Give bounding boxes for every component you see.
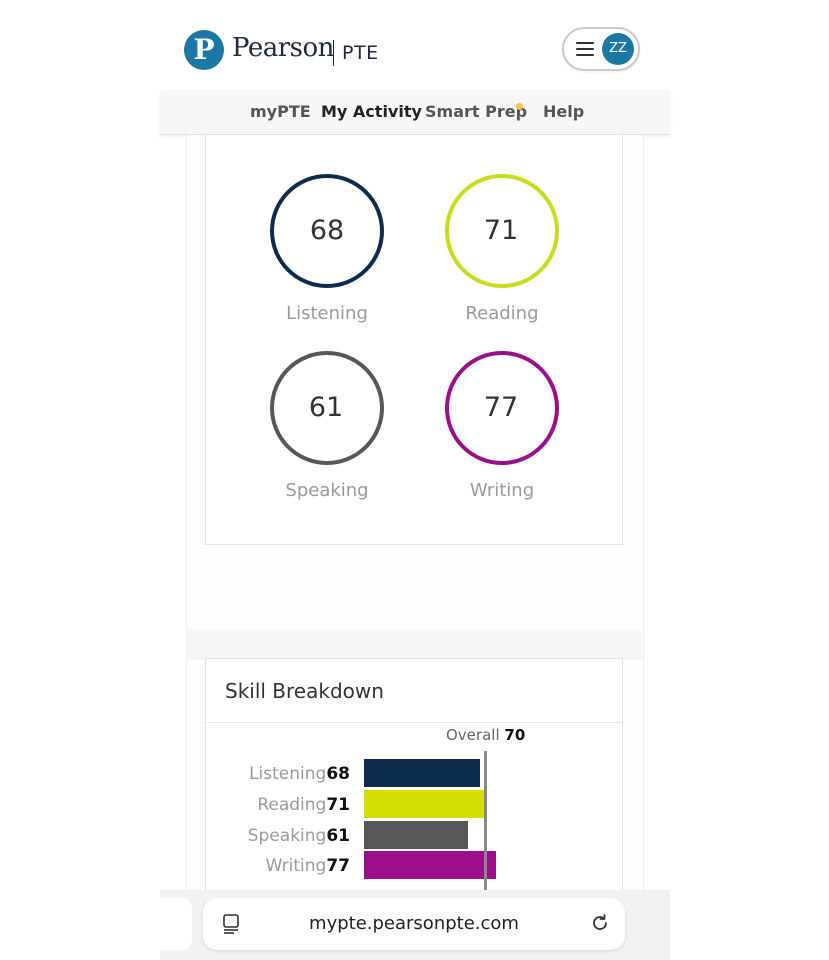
- writing-skill-score: 77: [326, 856, 350, 876]
- main-nav: myPTE My Activity Smart Prep Help: [160, 90, 670, 135]
- writing-skill-name: Writing: [265, 856, 327, 876]
- right-margin: [670, 0, 829, 960]
- hamburger-menu-icon: [576, 42, 594, 56]
- reading-bar-label: Reading71: [257, 795, 350, 815]
- speaking-score-ring: [270, 351, 396, 477]
- overall-label: Overall: [446, 726, 500, 744]
- nav-item-mypte[interactable]: myPTE: [250, 102, 311, 121]
- speaking-score-value: 61: [308, 392, 344, 423]
- section-gap: [186, 630, 642, 660]
- communicative-skills-card: 68 Listening 71 Reading 61 Speaking 77 W…: [205, 135, 623, 545]
- speaking-bar: [364, 821, 468, 849]
- page-menu-icon[interactable]: [223, 914, 241, 934]
- overall-value: 70: [504, 726, 526, 744]
- url-text[interactable]: mypte.pearsonpte.com: [309, 913, 519, 934]
- previous-tab[interactable]: [160, 898, 192, 950]
- skill-breakdown-card: Skill Breakdown Overall 70 Listening68 R…: [205, 658, 623, 898]
- logo-divider: [333, 40, 334, 66]
- nav-item-help[interactable]: Help: [543, 102, 585, 121]
- app-header: P Pearson PTE ZZ: [160, 0, 670, 90]
- reading-skill-score: 71: [326, 795, 350, 815]
- ring-circle: [445, 174, 559, 288]
- nav-item-smart-prep[interactable]: Smart Prep: [425, 102, 528, 121]
- writing-bar: [364, 851, 496, 879]
- reading-label: Reading: [465, 303, 539, 324]
- writing-score-ring: [445, 351, 571, 477]
- reload-icon[interactable]: [589, 912, 611, 934]
- new-badge-dot: [516, 103, 523, 110]
- speaking-label: Speaking: [285, 480, 369, 501]
- address-bar[interactable]: mypte.pearsonpte.com: [203, 898, 625, 950]
- listening-skill-name: Listening: [249, 764, 327, 784]
- reading-score-ring: [445, 174, 571, 300]
- reading-score-value: 71: [483, 215, 519, 246]
- listening-score-value: 68: [309, 215, 345, 246]
- nav-item-my-activity[interactable]: My Activity: [321, 102, 422, 121]
- listening-bar: [364, 759, 480, 787]
- pearson-logo-icon[interactable]: P: [184, 30, 224, 70]
- reading-skill-name: Reading: [257, 795, 327, 815]
- writing-label: Writing: [469, 480, 535, 501]
- product-name: PTE: [342, 42, 379, 64]
- listening-score-ring: [270, 174, 396, 300]
- skill-breakdown-title: Skill Breakdown: [225, 679, 384, 703]
- account-menu-button[interactable]: ZZ: [562, 27, 640, 71]
- avatar: ZZ: [602, 33, 634, 65]
- divider: [206, 722, 622, 723]
- left-margin: [0, 0, 160, 960]
- ring-circle: [270, 351, 384, 465]
- speaking-skill-name: Speaking: [247, 826, 327, 846]
- listening-bar-label: Listening68: [249, 764, 350, 784]
- ring-circle: [270, 174, 384, 288]
- overall-score: Overall 70: [446, 726, 525, 744]
- writing-bar-label: Writing77: [266, 856, 350, 876]
- speaking-bar-label: Speaking61: [248, 826, 350, 846]
- ring-circle: [445, 351, 559, 465]
- overall-marker-line: [484, 751, 487, 891]
- speaking-skill-score: 61: [326, 826, 350, 846]
- listening-skill-score: 68: [326, 764, 350, 784]
- writing-score-value: 77: [483, 392, 519, 423]
- listening-label: Listening: [286, 303, 368, 324]
- brand-name[interactable]: Pearson: [232, 33, 334, 63]
- reading-bar: [364, 790, 485, 818]
